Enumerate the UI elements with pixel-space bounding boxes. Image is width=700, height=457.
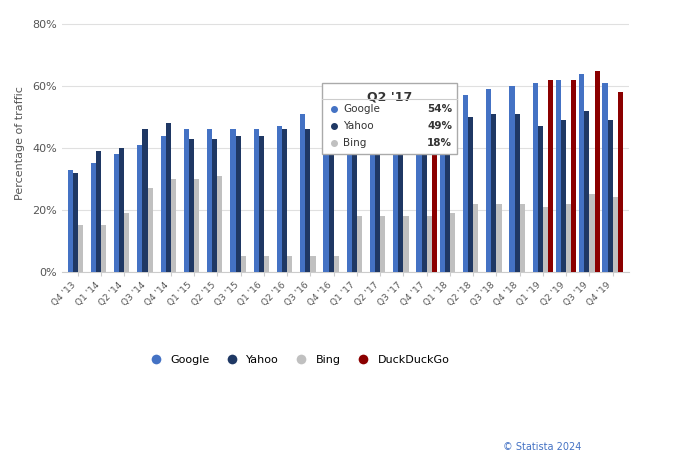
Bar (212, 139, 218, 272)
Bar (510, 86, 514, 272)
Text: Bing: Bing (343, 138, 366, 149)
FancyBboxPatch shape (322, 83, 457, 154)
Bar (398, 126, 403, 272)
Bar (310, 256, 316, 272)
Bar (346, 108, 352, 272)
Text: Yahoo: Yahoo (343, 122, 374, 131)
Bar (416, 101, 421, 272)
Bar (323, 105, 328, 272)
Bar (357, 216, 362, 272)
Y-axis label: Percentage of traffic: Percentage of traffic (15, 86, 25, 200)
Bar (305, 129, 310, 272)
Bar (427, 216, 432, 272)
Bar (603, 83, 608, 272)
Bar (207, 129, 212, 272)
Bar (148, 188, 153, 272)
Bar (277, 126, 282, 272)
Bar (608, 120, 612, 272)
Bar (375, 120, 380, 272)
Bar (380, 216, 385, 272)
Bar (241, 256, 246, 272)
Bar (618, 92, 623, 272)
Bar (579, 74, 584, 272)
Text: Google: Google (343, 104, 380, 114)
Bar (91, 164, 96, 272)
Bar (96, 151, 101, 272)
Bar (444, 123, 450, 272)
Bar (566, 204, 571, 272)
Bar (543, 207, 548, 272)
Bar (571, 80, 576, 272)
Bar (253, 129, 259, 272)
Bar (486, 89, 491, 272)
Bar (468, 117, 473, 272)
Bar (264, 256, 269, 272)
Text: 54%: 54% (427, 104, 452, 114)
Bar (450, 213, 455, 272)
Bar (259, 136, 264, 272)
Bar (171, 179, 176, 272)
Bar (584, 111, 589, 272)
Text: 18%: 18% (427, 138, 452, 149)
Bar (114, 154, 119, 272)
Bar (496, 204, 502, 272)
Bar (160, 136, 166, 272)
Bar (78, 225, 83, 272)
Bar (218, 176, 223, 272)
Bar (538, 126, 543, 272)
Text: 49%: 49% (427, 122, 452, 131)
Bar (473, 204, 478, 272)
Bar (561, 120, 566, 272)
Bar (334, 256, 339, 272)
Bar (519, 204, 525, 272)
Bar (491, 114, 496, 272)
Bar (230, 129, 235, 272)
Bar (189, 139, 194, 272)
Bar (594, 71, 600, 272)
Legend: Google, Yahoo, Bing, DuckDuckGo: Google, Yahoo, Bing, DuckDuckGo (146, 351, 454, 369)
Bar (556, 80, 561, 272)
Bar (300, 114, 305, 272)
Bar (393, 99, 398, 272)
Bar (143, 129, 148, 272)
Bar (589, 194, 594, 272)
Bar (352, 120, 357, 272)
Bar (73, 173, 78, 272)
Bar (194, 179, 199, 272)
Bar (612, 197, 618, 272)
Bar (184, 129, 189, 272)
Bar (328, 120, 334, 272)
Bar (421, 145, 427, 272)
Bar (125, 213, 130, 272)
Bar (119, 148, 125, 272)
Bar (403, 216, 409, 272)
Bar (287, 256, 293, 272)
Bar (68, 170, 73, 272)
Bar (282, 129, 287, 272)
Bar (533, 83, 538, 272)
Bar (235, 136, 241, 272)
Bar (137, 145, 143, 272)
Bar (432, 142, 437, 272)
Bar (166, 123, 171, 272)
Bar (548, 80, 553, 272)
Bar (370, 105, 375, 272)
Bar (463, 96, 468, 272)
Bar (514, 114, 519, 272)
Bar (101, 225, 106, 272)
Bar (440, 99, 444, 272)
Text: Q2 '17: Q2 '17 (367, 91, 412, 104)
Text: © Statista 2024: © Statista 2024 (503, 442, 581, 452)
